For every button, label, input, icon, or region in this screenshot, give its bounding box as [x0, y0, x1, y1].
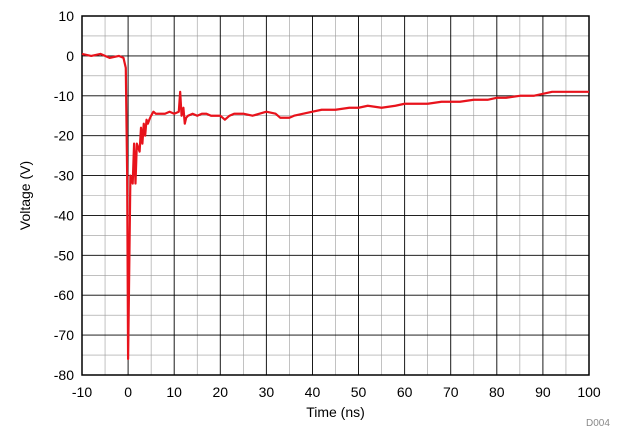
x-tick-label: 0 — [124, 384, 132, 400]
x-tick-label: 100 — [577, 384, 601, 400]
plot-area-frame — [81, 15, 590, 376]
x-tick-label: 80 — [489, 384, 505, 400]
y-tick-label: -10 — [54, 88, 74, 104]
y-axis-title: Voltage (V) — [17, 161, 33, 230]
y-tick-label: 10 — [58, 8, 74, 24]
y-tick-label: -20 — [54, 128, 74, 144]
x-tick-label: 40 — [305, 384, 321, 400]
x-tick-label: 90 — [535, 384, 551, 400]
figure-id: D004 — [586, 418, 610, 428]
y-axis-ticks: 10 0 -10 -20 -30 -40 -50 -60 -70 -80 — [54, 8, 74, 383]
x-tick-label: 70 — [443, 384, 459, 400]
y-tick-label: -80 — [54, 367, 74, 383]
x-tick-label: 50 — [351, 384, 367, 400]
x-tick-label: 10 — [166, 384, 182, 400]
y-tick-label: 0 — [66, 48, 74, 64]
y-tick-label: -40 — [54, 207, 74, 223]
y-tick-label: -70 — [54, 327, 74, 343]
x-tick-label: -10 — [72, 384, 92, 400]
x-tick-label: 20 — [212, 384, 228, 400]
x-tick-label: 30 — [259, 384, 275, 400]
x-tick-label: 60 — [397, 384, 413, 400]
y-tick-label: -30 — [54, 168, 74, 184]
series-layer — [81, 52, 589, 361]
y-tick-label: -60 — [54, 287, 74, 303]
series-line-0 — [81, 52, 589, 361]
y-tick-label: -50 — [54, 247, 74, 263]
x-axis-title: Time (ns) — [306, 404, 365, 420]
minor-grid — [82, 16, 589, 375]
x-axis-ticks: -10 0 10 20 30 40 50 60 70 80 90 100 — [72, 384, 601, 400]
